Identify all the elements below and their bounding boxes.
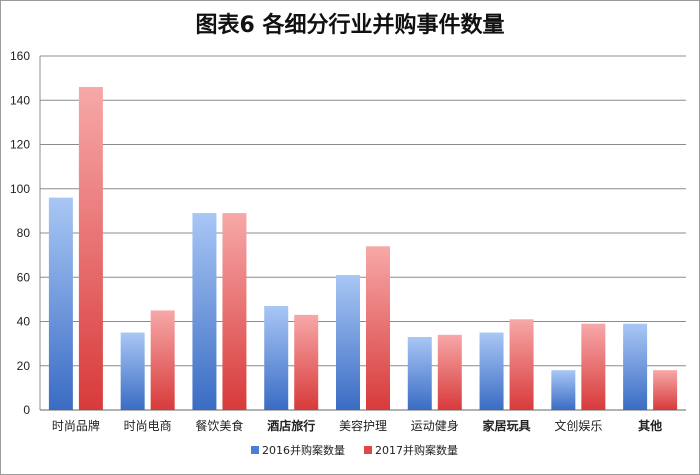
- bar-2016-8: [623, 323, 648, 410]
- bar-2017-3: [294, 314, 319, 410]
- bar-2016-7: [551, 370, 576, 410]
- bar-2017-6: [509, 319, 534, 410]
- x-category-label: 酒店旅行: [267, 418, 315, 433]
- x-category-label: 美容护理: [339, 418, 387, 433]
- bar-2016-3: [264, 306, 289, 410]
- x-category-label: 时尚电商: [124, 418, 172, 433]
- legend-label: 2017并购案数量: [375, 443, 458, 457]
- bar-2016-1: [120, 332, 145, 410]
- bar-2016-5: [407, 336, 432, 410]
- legend-label: 2016并购案数量: [262, 443, 345, 457]
- y-tick-label: 160: [10, 49, 30, 63]
- x-category-label: 时尚品牌: [52, 419, 100, 433]
- x-category-label: 其他: [638, 418, 662, 433]
- y-tick-label: 0: [23, 403, 30, 417]
- x-axis-labels: 时尚品牌 时尚电商 餐饮美食 酒店旅行 美容护理 运动健身 家居玩具 文创娱乐 其他: [52, 418, 662, 433]
- bar-2016-2: [192, 213, 217, 410]
- legend-swatch: [364, 446, 372, 454]
- x-category-label: 文创娱乐: [554, 418, 602, 433]
- legend-swatch: [251, 446, 259, 454]
- x-category-label: 运动健身: [411, 418, 459, 433]
- bar-2017-8: [653, 370, 678, 410]
- bar-2017-2: [222, 213, 247, 410]
- bar-2017-5: [437, 334, 462, 410]
- y-tick-label: 100: [10, 182, 30, 196]
- bar-2017-0: [78, 86, 103, 410]
- chart-title: 图表6 各细分行业并购事件数量: [196, 12, 505, 38]
- y-axis-ticks: 0 20 40 60 80 100 120 140 160: [10, 49, 30, 417]
- bar-2017-4: [366, 246, 390, 410]
- y-tick-label: 40: [17, 315, 31, 329]
- bar-2016-6: [479, 332, 504, 410]
- y-tick-label: 120: [10, 138, 30, 152]
- y-tick-label: 80: [17, 226, 31, 240]
- x-category-label: 餐饮美食: [195, 418, 243, 433]
- y-tick-label: 60: [17, 270, 31, 284]
- bar-2017-1: [150, 310, 175, 410]
- bar-2016-4: [336, 275, 360, 410]
- bars: [48, 86, 678, 410]
- bar-2016-0: [48, 197, 73, 410]
- y-tick-label: 20: [17, 359, 31, 373]
- legend: 2016并购案数量 2017并购案数量: [251, 443, 458, 457]
- y-tick-label: 140: [10, 93, 30, 107]
- x-category-label: 家居玩具: [483, 418, 531, 433]
- bar-2017-7: [581, 323, 606, 410]
